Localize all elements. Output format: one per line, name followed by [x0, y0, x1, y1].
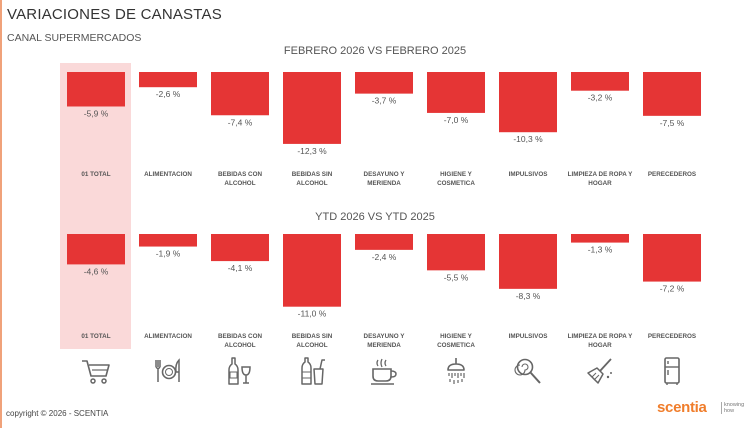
- bar-1-perecederos: [643, 234, 701, 282]
- data-label-1-bebidas-con-alcohol: -4,1 %: [228, 263, 253, 273]
- bar-1-bebidas-sin-alcohol: [283, 234, 341, 307]
- data-label-1-limpieza-de-ropa-y-hogar: -1,3 %: [588, 245, 613, 255]
- category-label-0-01-total: 01 TOTAL: [81, 171, 110, 178]
- category-label-0-alimentacion: ALIMENTACION: [144, 171, 192, 178]
- page-title: VARIACIONES DE CANASTAS: [7, 6, 222, 23]
- total-column-highlight: [60, 63, 131, 349]
- data-label-1-impulsivos: -8,3 %: [516, 291, 541, 301]
- data-label-1-desayuno-y-merienda: -2,4 %: [372, 252, 397, 262]
- category-label-1-01-total: 01 TOTAL: [81, 333, 110, 340]
- category-label-1-desayuno-y-merienda: DESAYUNO Y: [364, 333, 406, 340]
- category-label-0-limpieza-de-ropa-y-hogar: LIMPIEZA DE ROPA Y: [568, 171, 634, 178]
- data-label-1-bebidas-sin-alcohol: -11,0 %: [298, 309, 327, 319]
- coffee-cup-icon: [371, 358, 397, 385]
- lollipop-icon: [514, 358, 541, 384]
- chart-title-ytd: YTD 2026 VS YTD 2025: [315, 211, 435, 223]
- page-subtitle: CANAL SUPERMERCADOS: [7, 32, 142, 44]
- bar-1-desayuno-y-merienda: [355, 234, 413, 250]
- data-label-0-01-total: -5,9 %: [84, 108, 109, 118]
- data-label-0-impulsivos: -10,3 %: [513, 134, 543, 144]
- category-label-1-bebidas-con-alcohol: BEBIDAS CON: [218, 333, 263, 340]
- bar-0-bebidas-sin-alcohol: [283, 72, 341, 144]
- bar-1-higiene-y-cosmetica: [427, 234, 485, 271]
- bar-0-perecederos: [643, 72, 701, 116]
- bar-0-bebidas-con-alcohol: [211, 72, 269, 116]
- category-label-1-higiene-y-cosmetica: HIGIENE Y: [440, 333, 473, 340]
- soda-bottle-icon: [301, 357, 325, 385]
- category-label-0-bebidas-con-alcohol: ALCOHOL: [224, 180, 255, 187]
- category-label-1-desayuno-y-merienda: MERIENDA: [367, 342, 401, 349]
- category-label-1-bebidas-con-alcohol: ALCOHOL: [224, 342, 255, 349]
- bar-0-limpieza-de-ropa-y-hogar: [571, 72, 629, 91]
- bar-1-01-total: [67, 234, 125, 265]
- category-label-0-bebidas-con-alcohol: BEBIDAS CON: [218, 171, 263, 178]
- category-label-0-limpieza-de-ropa-y-hogar: HOGAR: [588, 180, 612, 187]
- bar-1-limpieza-de-ropa-y-hogar: [571, 234, 629, 243]
- accent-edge-bar: [0, 0, 2, 428]
- data-label-1-higiene-y-cosmetica: -5,5 %: [444, 272, 469, 282]
- bar-1-bebidas-con-alcohol: [211, 234, 269, 262]
- category-label-1-bebidas-sin-alcohol: BEBIDAS SIN: [292, 333, 333, 340]
- bar-0-higiene-y-cosmetica: [427, 72, 485, 113]
- data-label-1-01-total: -4,6 %: [84, 266, 109, 276]
- data-label-0-perecederos: -7,5 %: [660, 118, 685, 128]
- bar-1-alimentacion: [139, 234, 197, 247]
- bar-0-alimentacion: [139, 72, 197, 88]
- copyright-text: copyright © 2026 - SCENTIA: [6, 409, 109, 418]
- category-label-1-perecederos: PERECEDEROS: [648, 333, 696, 340]
- data-label-0-alimentacion: -2,6 %: [156, 89, 181, 99]
- bar-0-01-total: [67, 72, 125, 107]
- shower-icon: [447, 358, 465, 384]
- category-label-0-desayuno-y-merienda: DESAYUNO Y: [364, 171, 406, 178]
- bar-1-impulsivos: [499, 234, 557, 289]
- category-label-0-higiene-y-cosmetica: HIGIENE Y: [440, 171, 473, 178]
- broom-icon: [587, 358, 612, 384]
- chart-title-febrero: FEBRERO 2026 VS FEBRERO 2025: [283, 45, 467, 57]
- scentia-logo: scentia: [657, 399, 707, 416]
- data-label-1-perecederos: -7,2 %: [660, 284, 685, 294]
- cutlery-plate-icon: [155, 358, 180, 382]
- shopping-cart-icon: [82, 360, 110, 384]
- category-label-1-bebidas-sin-alcohol: ALCOHOL: [296, 342, 327, 349]
- category-label-1-alimentacion: ALIMENTACION: [144, 333, 192, 340]
- data-label-0-higiene-y-cosmetica: -7,0 %: [444, 115, 469, 125]
- category-label-1-impulsivos: IMPULSIVOS: [509, 333, 548, 340]
- data-label-0-limpieza-de-ropa-y-hogar: -3,2 %: [588, 93, 613, 103]
- category-label-0-impulsivos: IMPULSIVOS: [509, 171, 548, 178]
- category-label-1-limpieza-de-ropa-y-hogar: LIMPIEZA DE ROPA Y: [568, 333, 634, 340]
- category-label-1-higiene-y-cosmetica: COSMETICA: [437, 342, 475, 349]
- data-label-1-alimentacion: -1,9 %: [156, 249, 181, 259]
- data-label-0-bebidas-con-alcohol: -7,4 %: [228, 117, 253, 127]
- fridge-icon: [664, 357, 680, 385]
- category-label-0-bebidas-sin-alcohol: ALCOHOL: [296, 180, 327, 187]
- category-label-0-desayuno-y-merienda: MERIENDA: [367, 180, 401, 187]
- bar-0-impulsivos: [499, 72, 557, 133]
- wine-bottle-icon: [228, 357, 251, 385]
- data-label-0-bebidas-sin-alcohol: -12,3 %: [297, 146, 327, 156]
- category-label-0-bebidas-sin-alcohol: BEBIDAS SIN: [292, 171, 333, 178]
- bar-0-desayuno-y-merienda: [355, 72, 413, 94]
- category-label-1-limpieza-de-ropa-y-hogar: HOGAR: [588, 342, 612, 349]
- category-label-0-perecederos: PERECEDEROS: [648, 171, 696, 178]
- data-label-0-desayuno-y-merienda: -3,7 %: [372, 96, 397, 106]
- logo-tagline: knowing how: [721, 402, 744, 414]
- category-label-0-higiene-y-cosmetica: COSMETICA: [437, 180, 475, 187]
